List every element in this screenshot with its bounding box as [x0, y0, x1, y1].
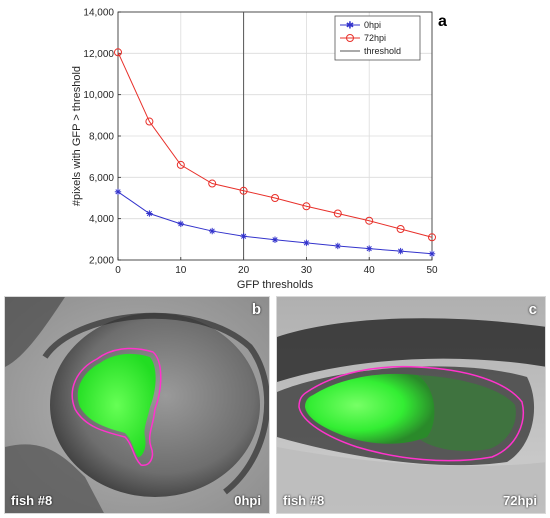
legend-marker-72hpi — [346, 34, 354, 42]
point-0hpi — [366, 245, 373, 252]
point-72hpi — [396, 225, 405, 233]
x-tick-label: 10 — [175, 265, 187, 276]
time-label-c: 72hpi — [503, 493, 537, 508]
point-0hpi — [209, 227, 216, 235]
point-0hpi — [177, 220, 184, 228]
point-72hpi — [114, 48, 122, 57]
x-tick-label: 30 — [301, 265, 313, 276]
gfp-region — [77, 353, 156, 457]
time-label-b: 0hpi — [234, 493, 261, 508]
chart-legend: ✱ 0hpi 72hpi threshold — [334, 15, 421, 61]
panel-letter-a: a — [438, 13, 447, 30]
point-0hpi — [334, 242, 341, 250]
series-line-72hpi — [117, 52, 433, 238]
y-tick-label: 12,000 — [83, 49, 114, 60]
point-72hpi — [145, 117, 154, 126]
image-panel-c: c fish #8 72hpi — [276, 296, 546, 514]
fish-image-72hpi — [277, 297, 545, 513]
gfp-outline — [71, 347, 162, 466]
legend-marker-0hpi: ✱ — [346, 21, 354, 32]
x-tick-label: 50 — [426, 265, 438, 276]
point-72hpi — [271, 194, 279, 202]
y-tick-label: 10,000 — [83, 90, 114, 101]
y-tick-label: 8,000 — [89, 132, 114, 143]
y-tick-label: 6,000 — [89, 173, 114, 184]
panel-letter-c: c — [528, 301, 537, 318]
gfp-outline — [298, 365, 524, 462]
point-0hpi — [397, 247, 404, 255]
fish-tail-dark — [5, 297, 65, 367]
y-tick-label: 2,000 — [89, 256, 114, 267]
x-axis-label: GFP thresholds — [237, 279, 314, 291]
x-tick-label: 0 — [115, 265, 121, 276]
fish-id-label-c: fish #8 — [283, 493, 325, 508]
point-72hpi — [208, 179, 217, 188]
fish-belly — [277, 447, 545, 513]
gfp-region — [305, 373, 435, 444]
point-72hpi — [428, 233, 436, 242]
point-72hpi — [333, 209, 342, 218]
legend-label-threshold: threshold — [364, 46, 401, 56]
legend-label-72hpi: 72hpi — [364, 33, 386, 43]
fish-id-label-b: fish #8 — [11, 493, 53, 508]
point-0hpi — [114, 188, 122, 195]
point-0hpi — [146, 210, 153, 217]
fish-image-0hpi — [5, 297, 269, 513]
legend-label-0hpi: 0hpi — [364, 20, 381, 30]
fish-body-edge — [42, 312, 269, 495]
fish-body-lower — [5, 444, 104, 513]
point-72hpi — [302, 202, 311, 211]
point-72hpi — [176, 160, 185, 169]
y-axis-label: #pixels with GFP > threshold — [71, 66, 83, 206]
y-tick-label: 4,000 — [89, 214, 114, 225]
chart-axes: 0 10 20 30 40 50 2,000 4,000 6,000 8,000 10,000 12,… — [83, 8, 438, 277]
x-tick-label: 20 — [238, 265, 250, 276]
gfp-threshold-chart: 0 10 20 30 40 50 2,000 4,000 6,000 8,000 10,000 12,… — [71, 8, 447, 292]
point-72hpi — [239, 186, 248, 195]
point-0hpi — [240, 233, 247, 240]
fish-dark-band — [277, 318, 545, 382]
fish-body-mass — [50, 313, 260, 497]
point-0hpi — [271, 236, 279, 243]
panel-letter-b: b — [251, 301, 261, 318]
point-0hpi — [303, 239, 310, 247]
x-tick-label: 40 — [364, 265, 376, 276]
gfp-region-dim — [417, 375, 516, 452]
y-tick-label: 14,000 — [83, 8, 114, 19]
chart-series — [114, 12, 436, 260]
point-0hpi — [428, 250, 436, 257]
image-panel-b: b fish #8 0hpi — [4, 296, 270, 514]
plot-frame — [117, 11, 433, 261]
point-72hpi — [365, 216, 374, 225]
